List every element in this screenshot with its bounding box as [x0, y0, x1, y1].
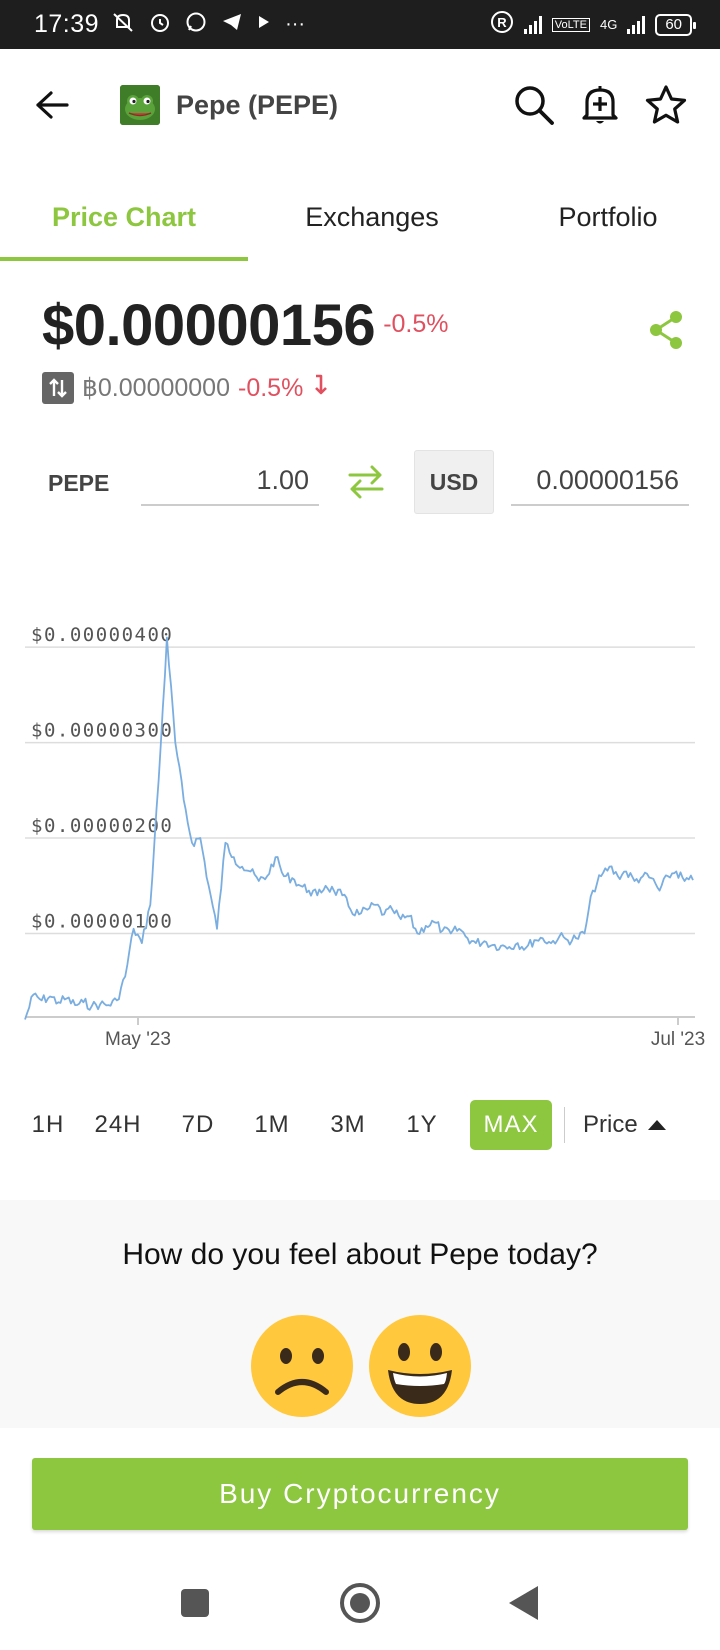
bell-plus-icon [582, 86, 618, 124]
play-icon [257, 13, 271, 36]
app-bar: Pepe (PEPE) [0, 49, 720, 161]
search-button[interactable] [512, 83, 556, 127]
status-system-icons: R VoLTE 4G 60 [490, 10, 696, 39]
sad-face-button[interactable] [250, 1314, 354, 1418]
telegram-icon [221, 12, 243, 38]
price-series-line[interactable] [24, 636, 694, 1020]
from-amount-input[interactable] [141, 456, 319, 506]
x-tick-label: May '23 [105, 1029, 171, 1050]
star-icon [645, 85, 687, 124]
home-circle-icon [340, 1583, 380, 1623]
chart-metric-select[interactable]: Price [583, 1111, 666, 1139]
y-tick-label: $0.00000400 [31, 624, 173, 646]
x-tick-label: Jul '23 [651, 1029, 705, 1050]
signal-icon-2 [627, 15, 646, 34]
converter-from-symbol: PEPE [48, 470, 110, 496]
back-button[interactable] [32, 85, 72, 125]
mute-icon [111, 11, 135, 39]
price-chart-svg[interactable]: $0.00000100 $0.00000200 $0.00000300 $0.0000… [0, 600, 720, 1060]
triangle-back-icon [509, 1586, 538, 1620]
recents-button[interactable] [172, 1580, 218, 1626]
sentiment-question: How do you feel about Pepe today? [122, 1238, 598, 1271]
chart-metric-label: Price [583, 1111, 638, 1138]
add-alert-button[interactable] [578, 83, 622, 127]
to-amount-input[interactable] [511, 456, 689, 506]
more-notifications-icon: ··· [285, 13, 306, 35]
tab-portfolio[interactable]: Portfolio [558, 201, 658, 232]
status-bar: 17:39 ··· R VoLTE 4G 60 [0, 0, 720, 49]
range-1y[interactable]: 1Y [406, 1111, 438, 1138]
share-button[interactable] [648, 310, 688, 350]
happy-face-icon [369, 1315, 471, 1417]
sentiment-section: How do you feel about Pepe today? [0, 1200, 720, 1428]
swap-vertical-icon[interactable] [42, 372, 74, 404]
tab-price-chart[interactable]: Price Chart [0, 173, 248, 261]
alarm-icon [149, 11, 171, 39]
range-max[interactable]: MAX [470, 1100, 552, 1150]
svg-text:R: R [497, 15, 507, 30]
range-1m[interactable]: 1M [254, 1111, 290, 1138]
search-icon [515, 86, 554, 125]
target-currency-select[interactable]: USD [414, 450, 494, 514]
network-type: 4G [599, 17, 618, 32]
current-price: $0.00000156 [42, 293, 376, 358]
volte-icon: VoLTE [551, 17, 590, 32]
page-title: Pepe (PEPE) [176, 89, 339, 120]
btc-price: ฿0.00000000 [82, 374, 230, 402]
square-icon [181, 1589, 209, 1617]
time-range-selector: 1H 24H 7D 1M 3M 1Y MAX Price [22, 1098, 702, 1152]
range-3m[interactable]: 3M [330, 1111, 366, 1138]
range-24h[interactable]: 24H [94, 1111, 142, 1138]
price-change: -0.5% [383, 310, 449, 338]
tab-bar: Price Chart Exchanges Portfolio [0, 173, 720, 261]
y-tick-label: $0.00000100 [31, 911, 173, 933]
tab-exchanges[interactable]: Exchanges [305, 201, 439, 232]
sad-face-icon [251, 1315, 353, 1417]
arrow-left-icon [36, 91, 69, 119]
caret-up-icon [647, 1120, 666, 1130]
y-tick-label: $0.00000300 [31, 720, 173, 742]
swap-currencies-button[interactable] [346, 464, 386, 500]
favorite-button[interactable] [644, 83, 688, 127]
price-chart[interactable]: $0.00000100 $0.00000200 $0.00000300 $0.0000… [0, 600, 720, 1060]
range-1h[interactable]: 1H [31, 1111, 65, 1138]
back-nav-button[interactable] [500, 1580, 546, 1626]
header-actions [512, 83, 688, 127]
swap-horizontal-icon [348, 465, 384, 499]
battery-icon: 60 [655, 13, 696, 36]
trend-down-icon [313, 374, 329, 402]
system-navigation-bar [0, 1556, 720, 1650]
share-icon [650, 311, 682, 349]
home-button[interactable] [337, 1580, 383, 1626]
range-divider [564, 1107, 565, 1143]
y-tick-label: $0.00000200 [31, 815, 173, 837]
pepe-frog-icon [120, 85, 160, 125]
signal-icon [523, 15, 542, 34]
range-7d[interactable]: 7D [181, 1111, 215, 1138]
status-time: 17:39 [34, 10, 100, 38]
buy-cryptocurrency-button[interactable]: Buy Cryptocurrency [32, 1458, 688, 1530]
btc-price-change: -0.5% [238, 373, 304, 402]
whatsapp-icon [185, 11, 207, 39]
coin-logo [120, 85, 160, 125]
currency-converter: PEPE USD [0, 448, 720, 518]
status-notification-icons: ··· [111, 11, 305, 39]
btc-price-row: ฿0.00000000 -0.5% [42, 372, 329, 404]
happy-face-button[interactable] [368, 1314, 472, 1418]
price-header: $0.00000156 -0.5% [42, 292, 449, 359]
registered-icon: R [490, 10, 514, 39]
